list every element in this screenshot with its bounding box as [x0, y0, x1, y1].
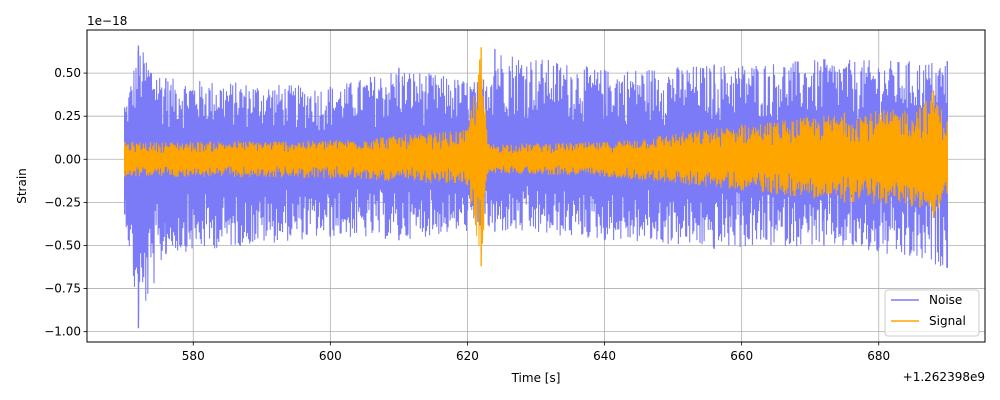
y-tick-label: −0.50 — [44, 238, 81, 252]
series-signal — [124, 47, 948, 267]
x-tick-label: 600 — [319, 349, 342, 363]
y-axis-label: Strain — [15, 168, 29, 204]
y-tick-label: 0.50 — [54, 66, 81, 80]
series-layer — [124, 45, 948, 329]
y-tick-label: −0.25 — [44, 195, 81, 209]
legend: Noise Signal — [884, 289, 980, 337]
x-tick-label: 580 — [182, 349, 205, 363]
y-scale-label: 1e−18 — [87, 14, 127, 28]
x-tick-label: 680 — [867, 349, 890, 363]
plot-frame — [86, 29, 986, 343]
x-tick-label: 620 — [456, 349, 479, 363]
x-tick-label: 660 — [730, 349, 753, 363]
x-tick-label: 640 — [593, 349, 616, 363]
legend-box — [884, 289, 980, 337]
y-tick-label: −1.00 — [44, 325, 81, 339]
legend-noise-label: Noise — [929, 293, 962, 307]
y-tick-label: 0.00 — [54, 152, 81, 166]
legend-signal-label: Signal — [929, 314, 966, 328]
y-tick-label: 0.25 — [54, 109, 81, 123]
x-axis: 580 600 620 640 660 680 — [182, 342, 890, 363]
x-offset-label: +1.262398e9 — [903, 370, 985, 384]
y-axis: −1.00 −0.75 −0.50 −0.25 0.00 0.25 0.50 — [44, 66, 87, 339]
x-axis-label: Time [s] — [511, 371, 561, 385]
series-line-signal — [124, 58, 948, 253]
y-tick-label: −0.75 — [44, 282, 81, 296]
